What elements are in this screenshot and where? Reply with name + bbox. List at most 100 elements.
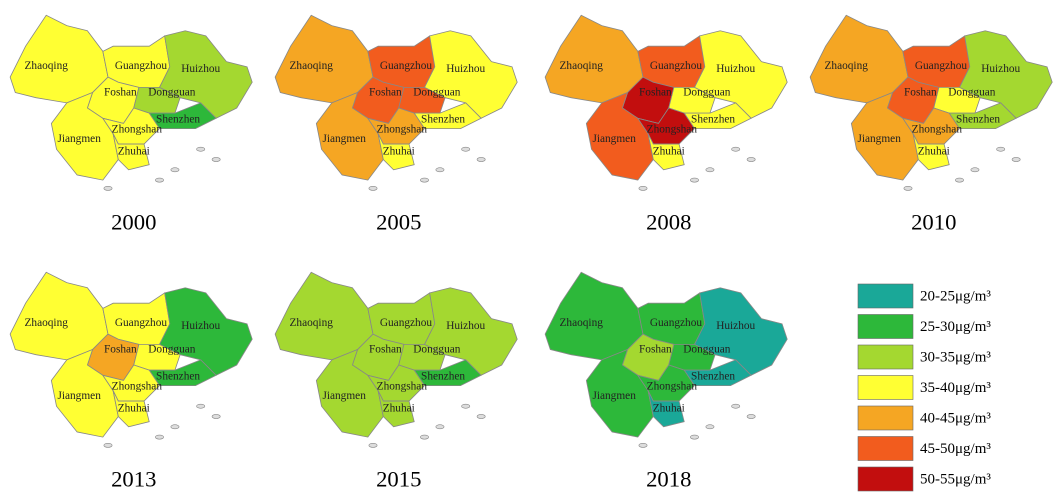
- city-label: Huizhou: [716, 63, 755, 75]
- city-label: Zhongshan: [647, 124, 698, 136]
- city-label: Shenzhen: [691, 113, 735, 125]
- city-label: Guangzhou: [380, 60, 433, 72]
- city-label: Huizhou: [981, 63, 1020, 75]
- island: [170, 167, 180, 173]
- city-area: [377, 390, 415, 428]
- city-label: Guangzhou: [115, 60, 168, 72]
- city-label: Foshan: [904, 87, 937, 99]
- city-label: Jiangmen: [322, 390, 366, 402]
- island: [690, 434, 699, 440]
- city-label: Jiangmen: [57, 390, 101, 402]
- island: [461, 146, 471, 152]
- island: [368, 442, 378, 448]
- city-label: Jiangmen: [857, 133, 901, 145]
- map-panel: Zhaoqing Guangzhou Huizhou Foshan Dongguan Sh…: [9, 271, 253, 492]
- city-label: Guangzhou: [915, 60, 968, 72]
- map-panel: Zhaoqing Guangzhou Huizhou Foshan Dongguan Sh…: [544, 14, 788, 235]
- island: [746, 157, 756, 162]
- city-label: Zhuhai: [118, 145, 150, 157]
- city-label: Shenzhen: [156, 370, 200, 382]
- city-label: Zhongshan: [377, 124, 428, 136]
- city-label: Zhongshan: [112, 124, 163, 136]
- city-label: Zhaoqing: [289, 60, 333, 72]
- legend-label: 50-55μg/m³: [920, 471, 991, 487]
- island: [903, 185, 913, 191]
- city-label: Foshan: [369, 87, 402, 99]
- legend-swatch: [857, 314, 914, 339]
- city-label: Dongguan: [413, 344, 461, 356]
- map-panel: Zhaoqing Guangzhou Huizhou Foshan Dongguan Sh…: [274, 14, 518, 235]
- city-label: Dongguan: [683, 87, 731, 99]
- city-label: Zhongshan: [112, 381, 163, 393]
- city-label: Huizhou: [446, 63, 485, 75]
- island: [196, 146, 206, 152]
- city-area: [112, 133, 150, 171]
- city-label: Shenzhen: [421, 370, 465, 382]
- map-panel: Zhaoqing Guangzhou Huizhou Foshan Dongguan Sh…: [544, 271, 788, 492]
- year-label: 2000: [111, 210, 156, 235]
- island: [996, 146, 1006, 152]
- city-label: Zhaoqing: [24, 317, 68, 329]
- city-area: [377, 133, 415, 171]
- legend-swatch: [857, 466, 914, 492]
- island: [1011, 157, 1021, 162]
- island: [103, 185, 113, 191]
- city-label: Zhongshan: [912, 124, 963, 136]
- city-area: [112, 390, 150, 428]
- city-label: Zhongshan: [377, 381, 428, 393]
- city-label: Foshan: [104, 344, 137, 356]
- city-label: Guangzhou: [380, 317, 433, 329]
- map-panel: Zhaoqing Guangzhou Huizhou Foshan Dongguan Sh…: [9, 14, 253, 235]
- island: [461, 403, 471, 409]
- city-label: Foshan: [369, 344, 402, 356]
- city-label: Guangzhou: [650, 60, 703, 72]
- city-label: Shenzhen: [421, 113, 465, 125]
- legend-swatch: [857, 405, 914, 431]
- legend: 20-25μg/m³ 25-30μg/m³ 30-35μg/m³ 35-40μg/m³…: [857, 283, 991, 492]
- city-label: Foshan: [104, 87, 137, 99]
- island: [705, 424, 715, 430]
- city-label: Dongguan: [948, 87, 996, 99]
- island: [955, 177, 964, 183]
- legend-swatch: [857, 436, 914, 461]
- island: [476, 414, 486, 419]
- city-label: Huizhou: [181, 320, 220, 332]
- city-area: [912, 133, 950, 171]
- map-panel: Zhaoqing Guangzhou Huizhou Foshan Dongguan Sh…: [274, 271, 518, 492]
- city-label: Dongguan: [148, 87, 196, 99]
- island: [103, 442, 113, 448]
- city-label: Dongguan: [683, 344, 731, 356]
- legend-swatch: [857, 283, 914, 309]
- city-area: [647, 133, 685, 171]
- legend-label: 45-50μg/m³: [920, 441, 991, 457]
- legend-label: 30-35μg/m³: [920, 349, 991, 365]
- city-label: Guangzhou: [650, 317, 703, 329]
- map-panel: Zhaoqing Guangzhou Huizhou Foshan Dongguan Sh…: [809, 14, 1053, 235]
- year-label: 2005: [376, 210, 421, 235]
- island: [731, 403, 741, 409]
- year-label: 2018: [646, 467, 691, 492]
- island: [435, 424, 445, 430]
- city-label: Zhuhai: [383, 402, 415, 414]
- island: [420, 177, 429, 183]
- island: [420, 434, 429, 440]
- island: [211, 157, 221, 162]
- city-label: Huizhou: [716, 320, 755, 332]
- island: [435, 167, 445, 173]
- island: [970, 167, 980, 173]
- island: [155, 434, 164, 440]
- city-label: Shenzhen: [156, 113, 200, 125]
- legend-label: 25-30μg/m³: [920, 319, 991, 335]
- city-label: Zhaoqing: [824, 60, 868, 72]
- city-label: Zhongshan: [647, 381, 698, 393]
- island: [155, 177, 164, 183]
- city-label: Jiangmen: [592, 390, 636, 402]
- year-label: 2008: [646, 210, 691, 235]
- island: [476, 157, 486, 162]
- island: [638, 442, 648, 448]
- year-label: 2013: [111, 467, 156, 492]
- year-label: 2015: [376, 467, 421, 492]
- island: [746, 414, 756, 419]
- island: [638, 185, 648, 191]
